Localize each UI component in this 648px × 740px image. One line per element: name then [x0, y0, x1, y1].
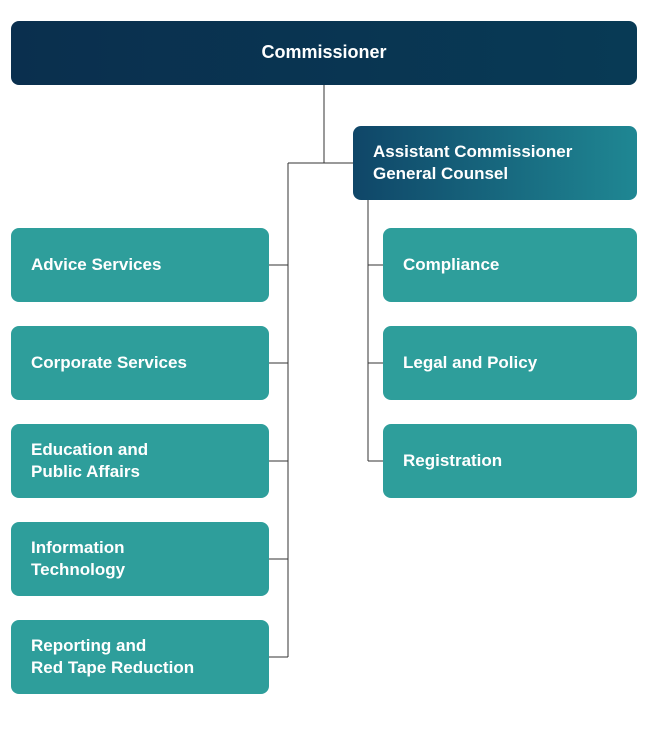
- unit-label: Education andPublic Affairs: [31, 439, 148, 483]
- unit-label: InformationTechnology: [31, 537, 125, 581]
- assistant-line1: Assistant Commissioner: [373, 141, 572, 163]
- left-unit-box: Advice Services: [11, 228, 269, 302]
- unit-label: Reporting andRed Tape Reduction: [31, 635, 194, 679]
- right-unit-box: Legal and Policy: [383, 326, 637, 400]
- right-unit-box: Registration: [383, 424, 637, 498]
- right-unit-box: Compliance: [383, 228, 637, 302]
- unit-label: Advice Services: [31, 254, 161, 276]
- unit-label: Compliance: [403, 254, 499, 276]
- left-unit-box: InformationTechnology: [11, 522, 269, 596]
- assistant-line2: General Counsel: [373, 163, 572, 185]
- commissioner-box: Commissioner: [11, 21, 637, 85]
- commissioner-label: Commissioner: [261, 41, 386, 64]
- assistant-commissioner-box: Assistant Commissioner General Counsel: [353, 126, 637, 200]
- unit-label: Registration: [403, 450, 502, 472]
- left-unit-box: Education andPublic Affairs: [11, 424, 269, 498]
- left-unit-box: Reporting andRed Tape Reduction: [11, 620, 269, 694]
- unit-label: Corporate Services: [31, 352, 187, 374]
- left-unit-box: Corporate Services: [11, 326, 269, 400]
- unit-label: Legal and Policy: [403, 352, 537, 374]
